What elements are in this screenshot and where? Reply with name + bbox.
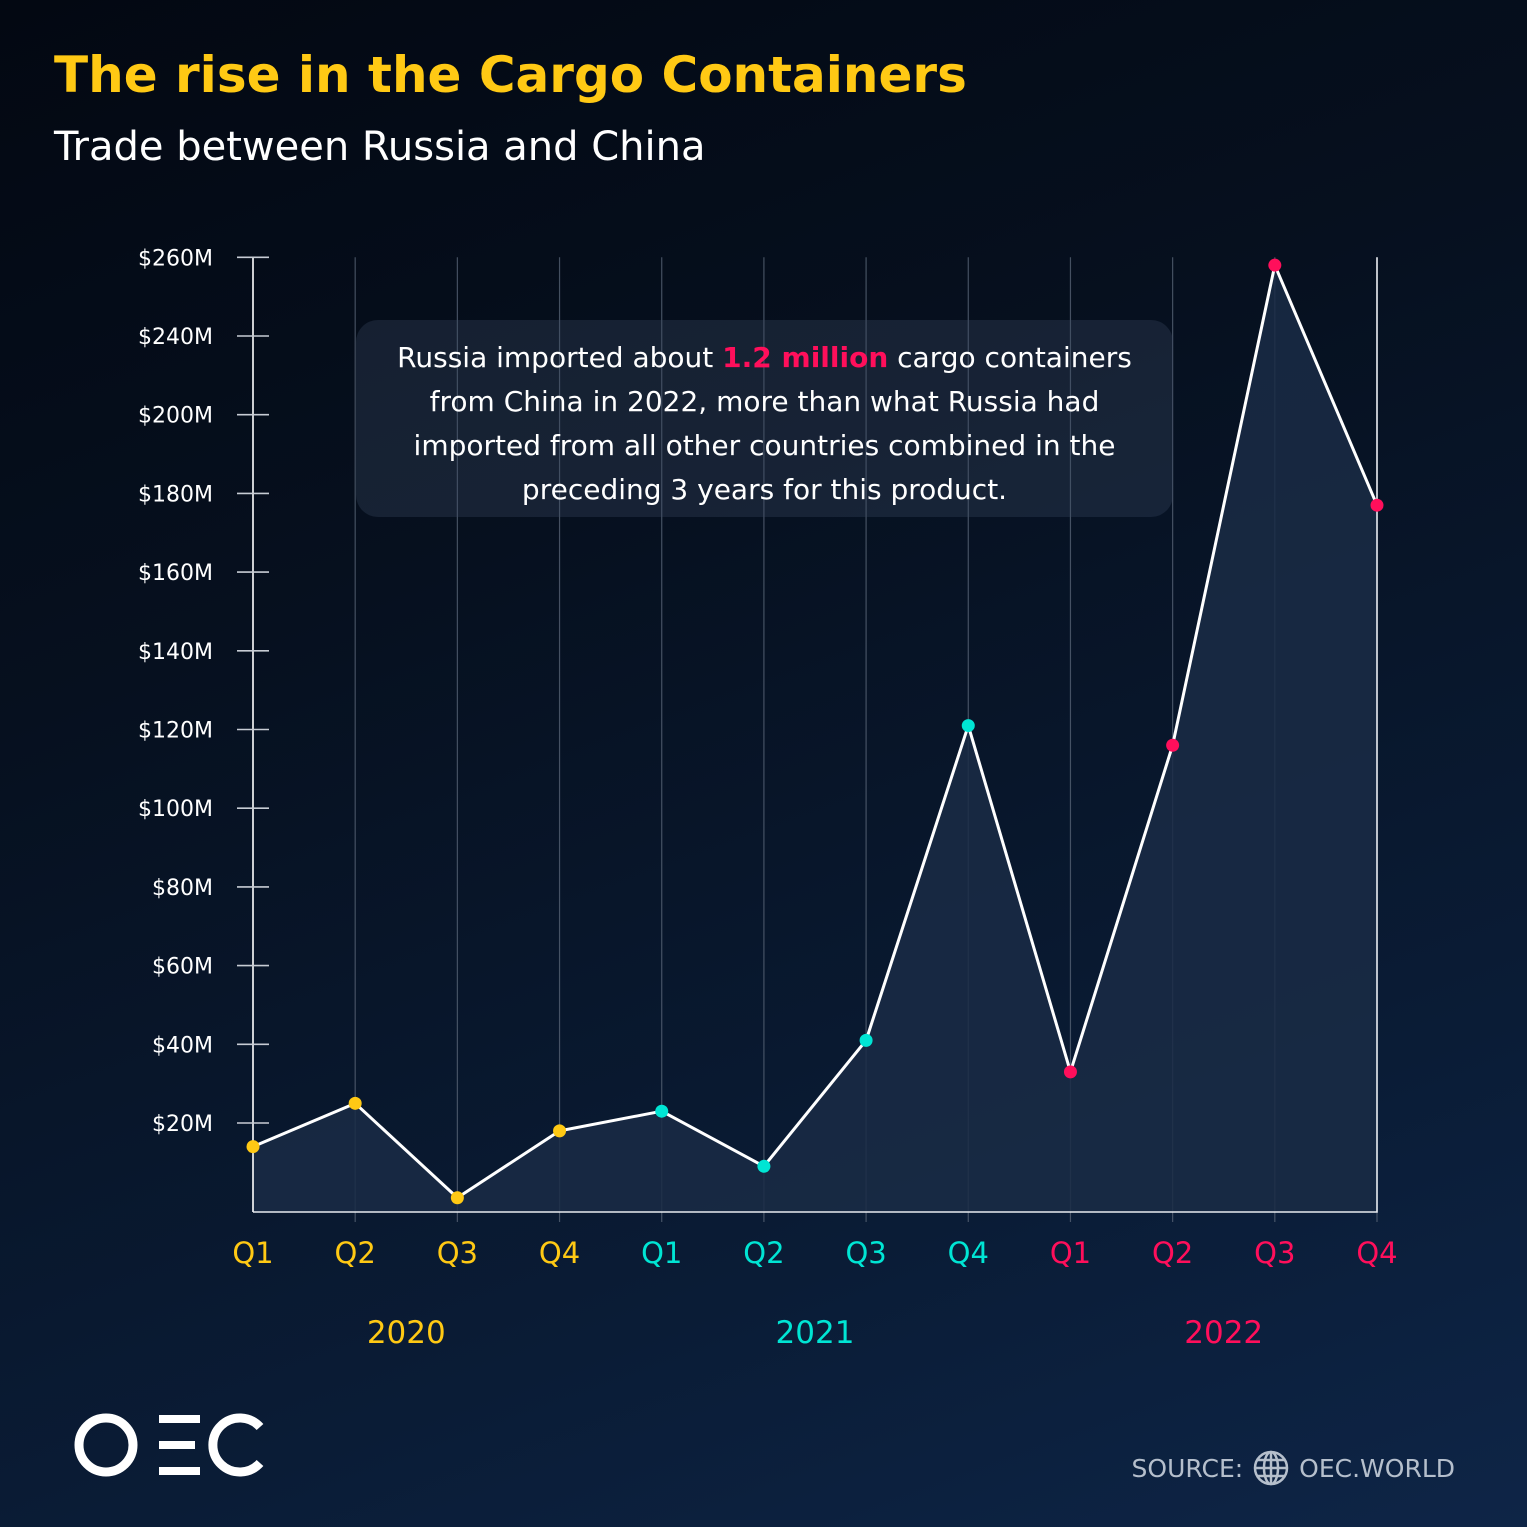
- data-point: [1268, 258, 1282, 272]
- data-point: [1370, 498, 1384, 512]
- annotation-box: Russia imported about 1.2 million cargo …: [356, 320, 1173, 517]
- year-label: 2021: [776, 1315, 855, 1351]
- data-point: [655, 1104, 669, 1118]
- source-label: SOURCE:: [1131, 1453, 1244, 1483]
- x-tick-label: Q3: [437, 1236, 478, 1270]
- x-tick-label: Q4: [1356, 1236, 1397, 1270]
- oec-logo-icon: [74, 1413, 264, 1477]
- x-tick-label: Q4: [948, 1236, 989, 1270]
- source-site: OEC.WORLD: [1299, 1453, 1455, 1483]
- y-axis: $20M $40M $60M $80M $100M $120M $140M $160M $180…: [138, 246, 269, 1212]
- year-label: 2022: [1184, 1315, 1263, 1351]
- y-tick-label: $260M: [138, 246, 213, 271]
- y-tick-label: $240M: [138, 325, 213, 350]
- annotation-highlight: 1.2 million: [722, 341, 889, 374]
- area-fill: [253, 265, 1377, 1212]
- data-point: [450, 1191, 464, 1205]
- data-point: [246, 1140, 260, 1154]
- annotation-text-start: Russia imported about: [397, 341, 723, 374]
- y-tick-label: $20M: [152, 1112, 213, 1137]
- x-tick-label: Q2: [743, 1236, 784, 1270]
- data-point: [757, 1159, 771, 1173]
- y-tick-label: $60M: [152, 955, 213, 980]
- y-tick-label: $200M: [138, 404, 213, 429]
- y-tick-label: $40M: [152, 1033, 213, 1058]
- x-tick-label: Q1: [232, 1236, 273, 1270]
- data-point: [348, 1096, 362, 1110]
- x-tick-label: Q3: [1254, 1236, 1295, 1270]
- data-point: [859, 1033, 873, 1047]
- x-tick-label: Q1: [641, 1236, 682, 1270]
- data-point: [1166, 738, 1180, 752]
- globe-icon: [1253, 1450, 1289, 1486]
- y-tick-label: $180M: [138, 482, 213, 507]
- y-tick-label: $140M: [138, 640, 213, 665]
- source-credit: SOURCE: OEC.WORLD: [1132, 1450, 1455, 1486]
- y-tick-label: $120M: [138, 719, 213, 744]
- data-points: [246, 258, 1384, 1205]
- x-tick-label: Q3: [845, 1236, 886, 1270]
- x-axis-baseline: [253, 257, 1378, 1213]
- y-tick-label: $100M: [138, 797, 213, 822]
- annotation-text-end: cargo containers from China in 2022, mor…: [413, 341, 1132, 506]
- x-tick-label: Q4: [539, 1236, 580, 1270]
- y-tick-label: $80M: [152, 876, 213, 901]
- x-axis-year-labels: 2020 2021 2022: [367, 1315, 1263, 1351]
- chart-subtitle: Trade between Russia and China: [54, 124, 706, 170]
- data-point: [553, 1124, 567, 1138]
- x-tick-label: Q2: [335, 1236, 376, 1270]
- x-axis-quarter-labels: Q1 Q2 Q3 Q4 Q1 Q2 Q3 Q4 Q1 Q2 Q3 Q4: [232, 1236, 1397, 1270]
- chart-title: The rise in the Cargo Containers: [54, 46, 967, 104]
- series-line: [252, 263, 1379, 1200]
- data-point: [1063, 1065, 1077, 1079]
- year-label: 2020: [367, 1315, 446, 1351]
- oec-logo: [74, 1412, 266, 1482]
- x-tick-label: Q1: [1050, 1236, 1091, 1270]
- data-point: [961, 719, 975, 733]
- x-tick-label: Q2: [1152, 1236, 1193, 1270]
- y-tick-label: $160M: [138, 561, 213, 586]
